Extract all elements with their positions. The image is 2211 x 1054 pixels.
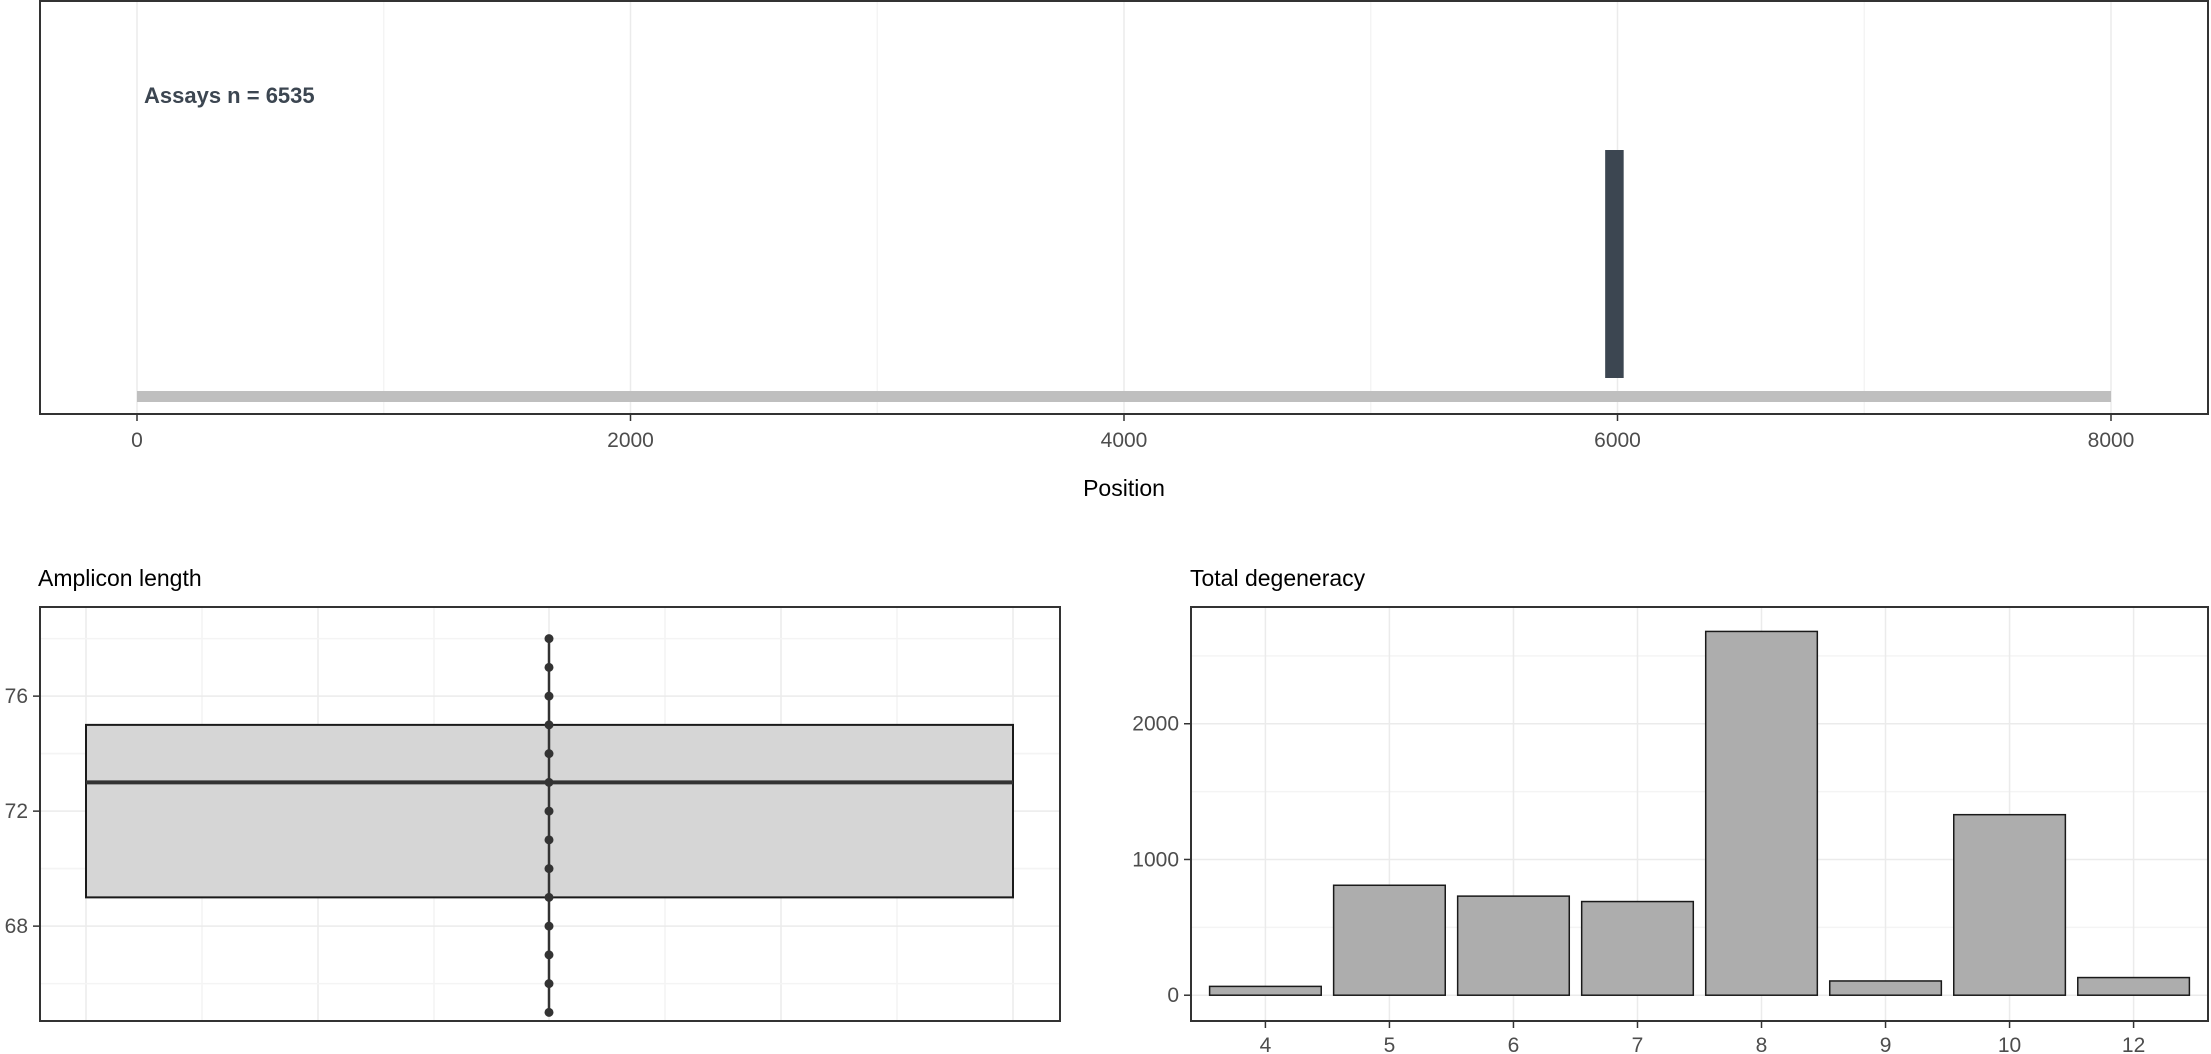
amplicon-length-point [544,835,554,845]
position-tick-label: 2000 [607,429,654,452]
total-degeneracy-x-tick-label: 10 [1998,1034,2021,1054]
genome-bar [137,391,2111,402]
amplicon-length-y-axis: 68 72 76 [5,685,40,938]
amplicon-length-title: Amplicon length [38,565,202,591]
amplicon-length-point [544,634,554,644]
amplicon-length-point [544,921,554,931]
total-degeneracy-y-axis: 0 1000 2000 [1132,713,1191,1007]
total-degeneracy-bar [1704,630,1819,996]
total-degeneracy-bar [2077,976,2191,996]
position-panel: Assays n = 6535 0 2000 4000 6000 8000 Positi… [39,0,2209,501]
total-degeneracy-bar [1208,985,1322,996]
position-tick-label: 6000 [1594,429,1641,452]
total-degeneracy-x-tick-label: 8 [1756,1034,1768,1054]
position-x-axis-title: Position [1083,475,1165,501]
total-degeneracy-x-tick-label: 7 [1632,1034,1644,1054]
assay-count-annotation: Assays n = 6535 [144,83,315,108]
position-x-axis: 0 2000 4000 6000 8000 [131,414,2134,452]
total-degeneracy-title: Total degeneracy [1190,565,1366,591]
total-degeneracy-x-tick-label: 4 [1260,1034,1272,1054]
position-tick-label: 4000 [1101,429,1148,452]
total-degeneracy-x-tick-label: 9 [1880,1034,1892,1054]
amplicon-length-point [544,691,554,701]
amplicon-length-tick-label: 72 [5,800,28,823]
total-degeneracy-x-tick-label: 6 [1508,1034,1520,1054]
amplicon-length-panel: Amplicon length 68 72 76 [5,565,1061,1022]
amplicon-length-point [544,777,554,787]
total-degeneracy-bar [1828,980,1943,996]
position-tick-label: 8000 [2088,429,2135,452]
total-degeneracy-x-tick-label: 5 [1384,1034,1396,1054]
amplicon-length-point [544,892,554,902]
total-degeneracy-bar [1332,884,1446,996]
position-tick-label: 0 [131,429,143,452]
amplicon-length-points [544,634,554,1017]
total-degeneracy-bars [1208,630,2191,996]
amplicon-length-point [544,950,554,960]
total-degeneracy-bar [1953,813,2067,996]
amplicon-length-tick-label: 76 [5,685,28,708]
total-degeneracy-bar [1580,900,1695,996]
amplicon-length-point [544,1007,554,1017]
total-degeneracy-y-tick-label: 2000 [1132,713,1179,736]
total-degeneracy-panel-border [1190,606,2209,1022]
amplicon-length-point [544,806,554,816]
total-degeneracy-x-axis: 4 5 6 7 8 9 10 12 [1260,1021,2145,1054]
total-degeneracy-panel: Total degeneracy 0 1000 2000 4 5 6 7 8 9 10 12 [1132,565,2209,1054]
total-degeneracy-y-tick-label: 1000 [1132,848,1179,871]
amplicon-length-point [544,662,554,672]
amplicon-length-tick-label: 68 [5,915,28,938]
total-degeneracy-y-tick-label: 0 [1167,984,1179,1007]
total-degeneracy-bar [1456,895,1571,996]
amplicon-length-panel-border [39,606,1061,1022]
amplicon-length-point [544,864,554,874]
amplicon-length-point [544,749,554,759]
total-degeneracy-x-tick-label: 12 [2122,1034,2145,1054]
assay-bar [1605,150,1624,378]
amplicon-length-point [544,979,554,989]
amplicon-length-point [544,720,554,730]
